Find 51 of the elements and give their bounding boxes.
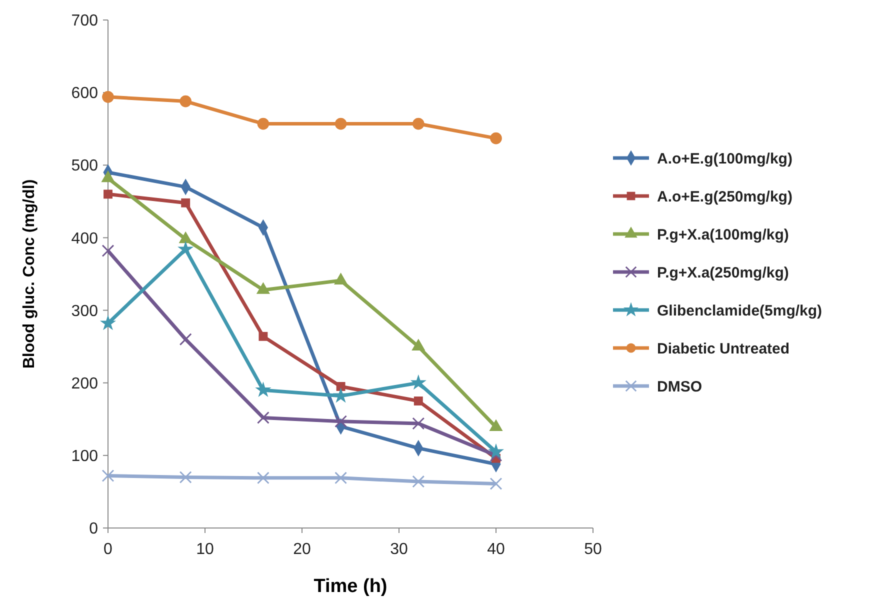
y-tick-label: 400 (71, 230, 98, 248)
point (488, 443, 504, 459)
x-tick-label: 40 (487, 541, 505, 558)
x-tick-label: 20 (293, 541, 311, 558)
legend-label: A.o+E.g(100mg/kg) (657, 150, 792, 168)
y-tick-label: 500 (71, 158, 98, 175)
y-tick-label: 200 (71, 375, 98, 392)
x-tick-label: 0 (104, 541, 113, 558)
legend-label: Diabetic Untreated (657, 340, 790, 358)
legend-label: DMSO (657, 378, 702, 396)
point (180, 95, 192, 108)
x-tick-label: 10 (196, 541, 214, 558)
point (414, 396, 423, 406)
legend-label: Glibenclamide(5mg/kg) (657, 302, 822, 320)
y-axis-title: Blood gluc. Conc (mg/dl) (21, 179, 38, 369)
point (410, 374, 426, 390)
point (332, 387, 349, 403)
point (334, 472, 348, 484)
point (100, 314, 116, 330)
y-tick-label: 600 (71, 85, 98, 102)
point (179, 333, 192, 346)
point (256, 472, 270, 484)
point (102, 244, 114, 258)
point (179, 470, 192, 484)
legend-label: A.o+E.g(250mg/kg) (657, 188, 792, 206)
point (412, 417, 425, 430)
point (258, 332, 268, 341)
legend-label: P.g+X.a(250mg/kg) (657, 264, 789, 282)
point (255, 382, 272, 397)
point (412, 475, 425, 488)
y-tick-label: 0 (89, 520, 98, 538)
x-axis-title: Time (h) (314, 576, 388, 597)
point (257, 118, 270, 130)
legend-label: P.g+X.a(100mg/kg) (657, 226, 789, 244)
point (102, 91, 114, 103)
point (490, 478, 502, 490)
x-tick-label: 50 (584, 541, 602, 558)
y-tick-label: 300 (71, 302, 98, 320)
point (412, 118, 424, 130)
point (334, 118, 347, 130)
y-tick-label: 100 (71, 448, 98, 466)
point (336, 382, 346, 391)
point (104, 190, 112, 199)
point (102, 470, 114, 482)
point (490, 132, 502, 144)
point (178, 240, 194, 256)
y-tick-label: 700 (71, 12, 98, 30)
point (256, 411, 270, 424)
x-tick-label: 30 (390, 541, 408, 558)
point (334, 415, 348, 428)
point (181, 198, 190, 208)
